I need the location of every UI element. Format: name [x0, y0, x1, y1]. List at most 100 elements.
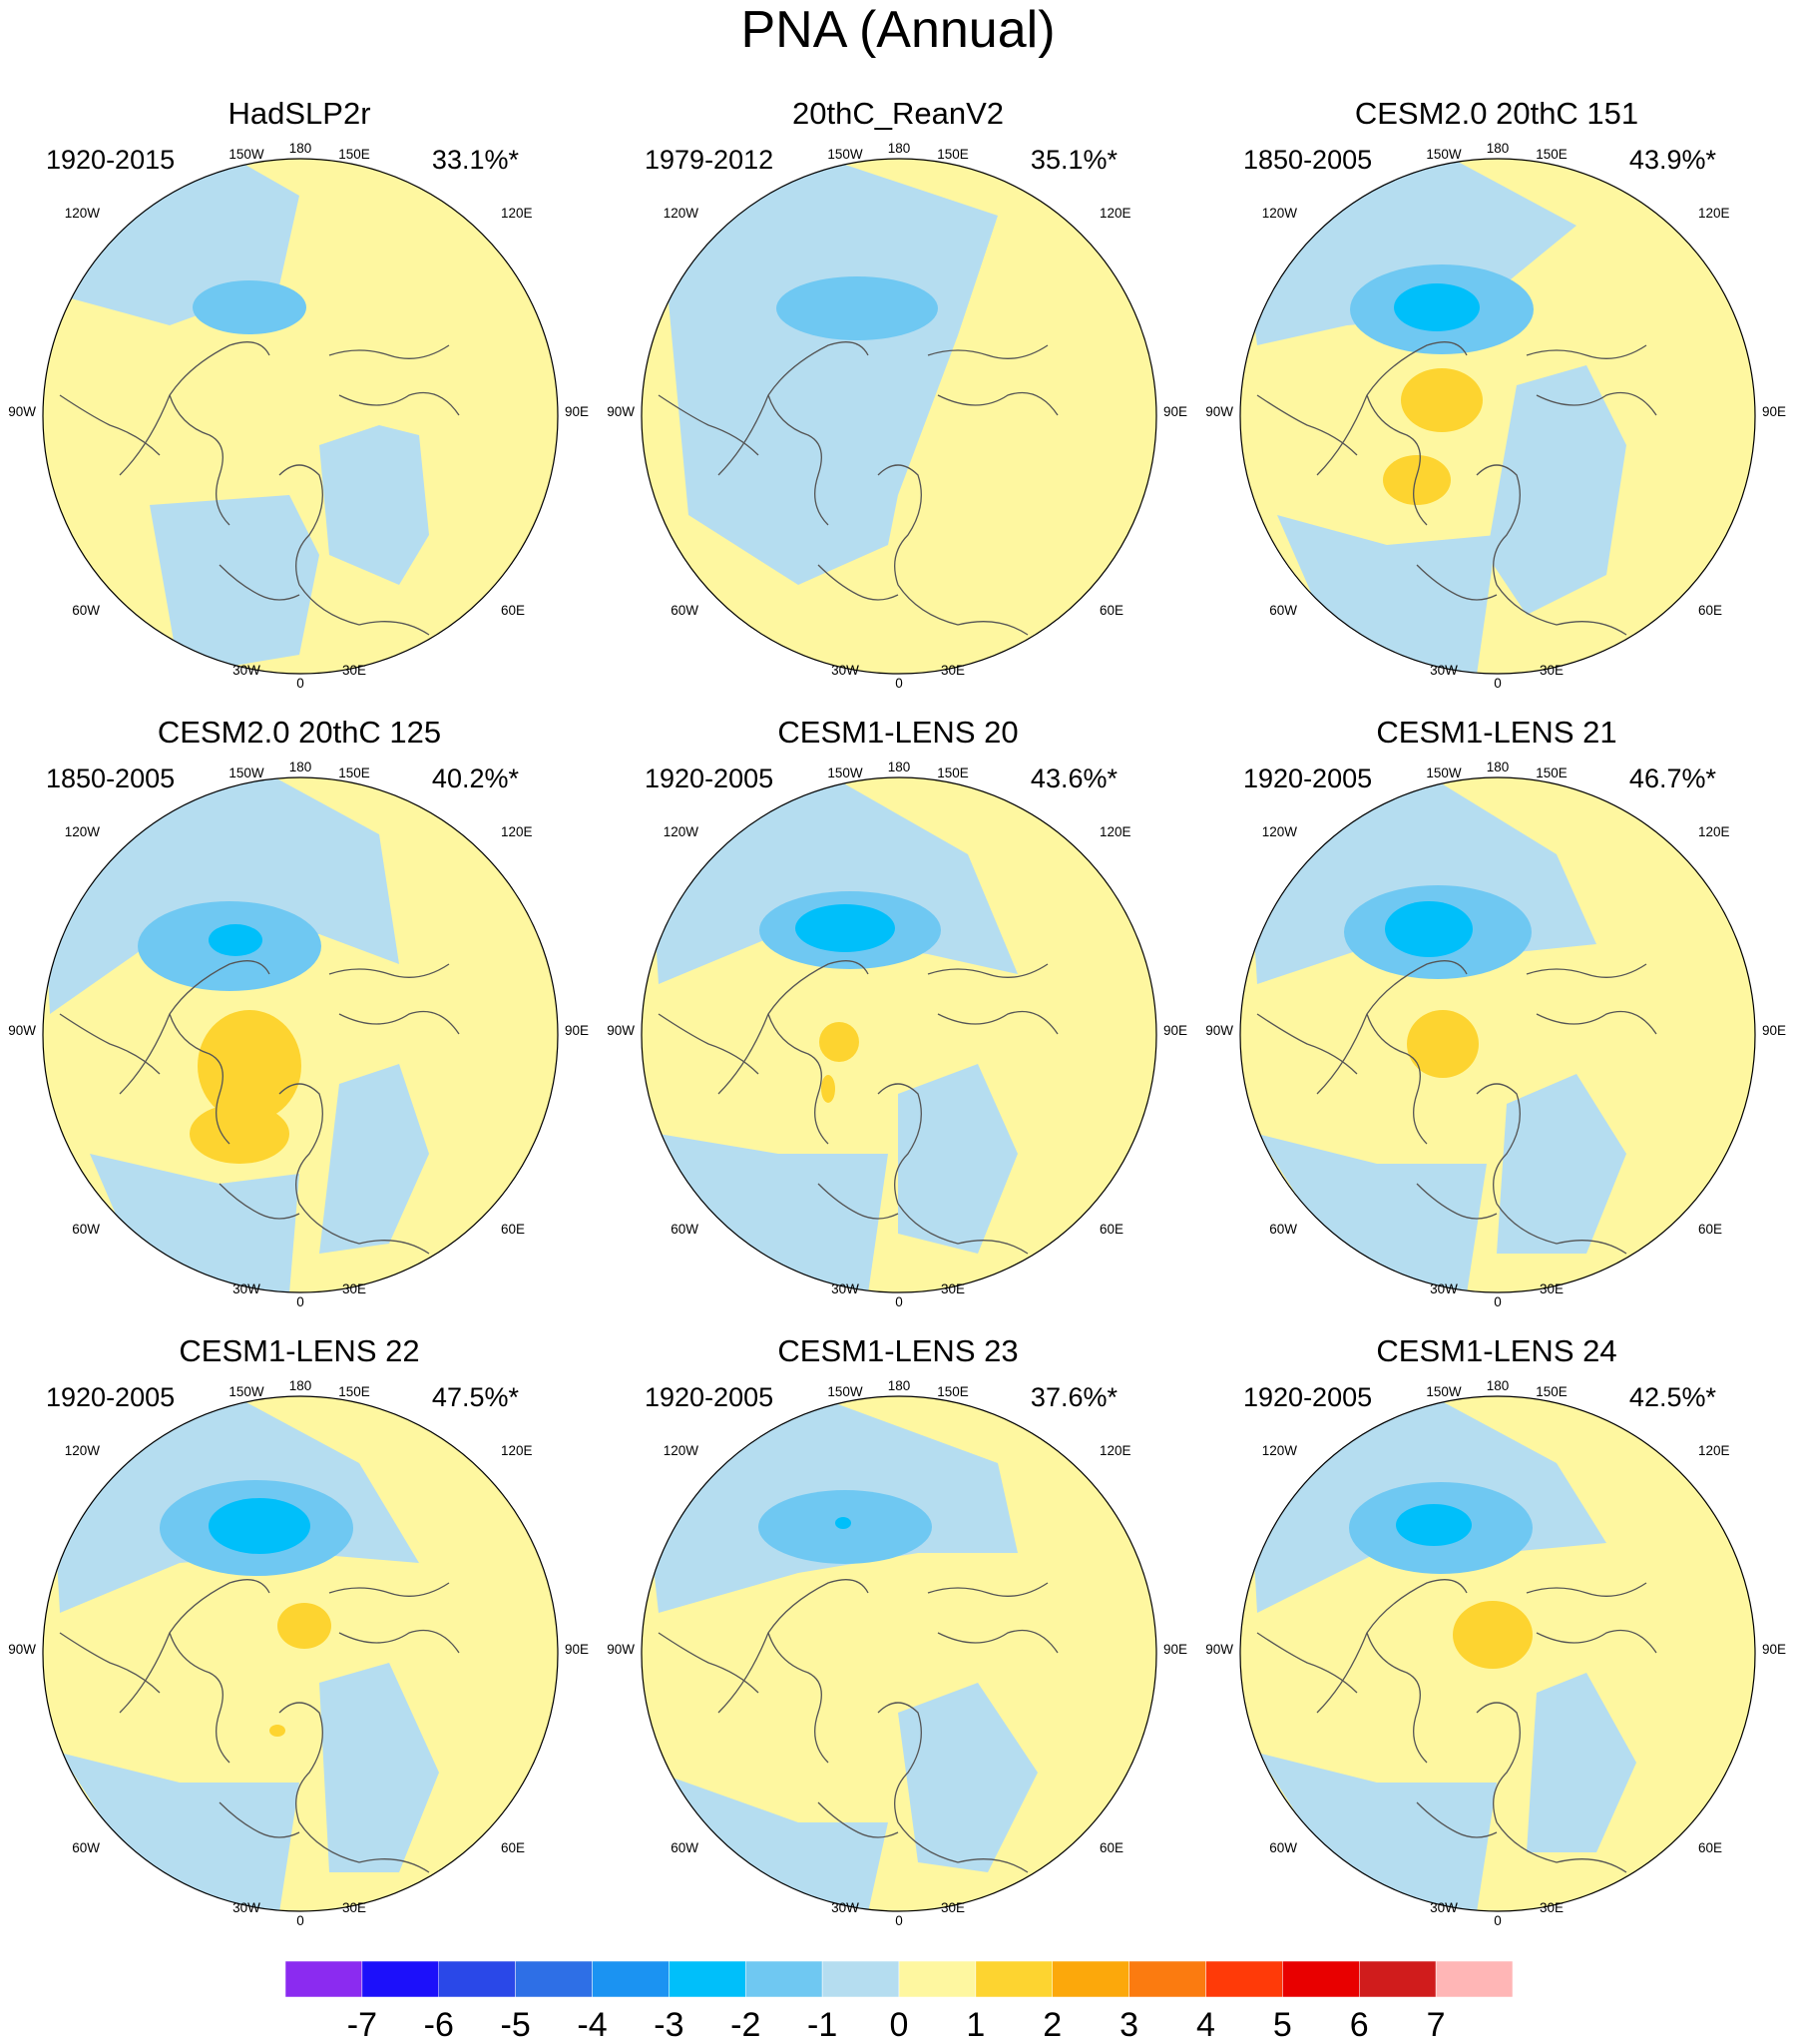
longitude-label: 0 — [895, 1294, 903, 1309]
longitude-label: 60W — [72, 1840, 100, 1855]
longitude-label: 60W — [671, 603, 698, 618]
longitude-label: 120E — [1698, 824, 1730, 839]
colorbar-tick-label: 1 — [966, 2006, 986, 2044]
longitude-label: 30W — [232, 1900, 260, 1915]
anomaly-negative-1-east — [319, 1064, 429, 1254]
anomaly-negative-3 — [1396, 1504, 1472, 1546]
map-frame — [42, 1395, 559, 1912]
longitude-label: 150W — [827, 1384, 863, 1399]
figure-title: PNA (Annual) — [740, 1, 1056, 59]
anomaly-positive-2 — [277, 1603, 331, 1649]
colorbar-segment — [1205, 1961, 1283, 1998]
map-panel-lens-20: CESM1-LENS 20 1920-2005 43.6%* 180 150E 12… — [599, 715, 1197, 1333]
longitude-label: 90W — [607, 1642, 635, 1657]
anomaly-negative-1-east — [319, 1663, 439, 1872]
longitude-label: 180 — [289, 1378, 312, 1393]
panel-period: 1920-2005 — [1243, 764, 1373, 793]
colorbar-segment — [1359, 1961, 1437, 1998]
colorbar-segment — [669, 1961, 746, 1998]
longitude-label: 150W — [228, 766, 264, 780]
anomaly-negative-3 — [1385, 901, 1473, 957]
longitude-label: 150W — [1426, 1384, 1462, 1399]
longitude-label: 60W — [671, 1222, 698, 1237]
panel-explained-variance: 43.9%* — [1628, 145, 1716, 175]
longitude-label: 180 — [888, 760, 911, 774]
polar-map: 180 150E 120E 90E 60E 30E 0 30W 60W 90W 120W 150W — [8, 1378, 589, 1928]
longitude-label: 0 — [296, 1294, 304, 1309]
longitude-label: 180 — [289, 760, 312, 774]
map-frame — [42, 158, 559, 675]
anomaly-negative-1-south — [659, 1773, 888, 1911]
panel-title: CESM1-LENS 24 — [1376, 1333, 1617, 1368]
map-frame — [641, 776, 1157, 1293]
longitude-label: 90E — [565, 1642, 589, 1657]
longitude-label: 120E — [501, 206, 533, 221]
longitude-label: 90E — [565, 404, 589, 419]
longitude-label: 30E — [941, 663, 965, 678]
map-frame — [641, 1395, 1157, 1912]
panel-title: HadSLP2r — [227, 96, 371, 131]
colorbar-segment — [975, 1961, 1053, 1998]
anomaly-negative-3 — [795, 904, 895, 952]
map-panel-20thc-reanv2: 20thC_ReanV2 1979-2012 35.1%* 180 150E 120… — [599, 96, 1197, 715]
panel-explained-variance: 33.1%* — [431, 145, 519, 175]
panel-explained-variance: 40.2%* — [431, 764, 519, 793]
colorbar-tick-label: -7 — [346, 2006, 377, 2044]
colorbar-segment — [1052, 1961, 1129, 1998]
anomaly-positive-2 — [821, 1075, 835, 1103]
longitude-label: 30W — [232, 1281, 260, 1296]
colorbar-segment — [1282, 1961, 1360, 1998]
longitude-label: 90E — [1163, 404, 1187, 419]
longitude-label: 60E — [1100, 603, 1123, 618]
longitude-label: 0 — [1494, 676, 1502, 691]
colorbar-tick-label: -1 — [807, 2006, 838, 2044]
longitude-label: 30E — [342, 1281, 366, 1296]
longitude-label: 120W — [664, 206, 699, 221]
anomaly-negative-1-south — [60, 1753, 299, 1911]
longitude-label: 120W — [664, 1443, 699, 1458]
longitude-label: 150E — [1536, 766, 1568, 780]
longitude-label: 90E — [565, 1023, 589, 1038]
anomaly-negative-2 — [776, 276, 938, 340]
colorbar-tick-label: 7 — [1426, 2006, 1446, 2044]
panel-explained-variance: 35.1%* — [1030, 145, 1118, 175]
panel-period: 1920-2015 — [46, 145, 176, 175]
panel-title: 20thC_ReanV2 — [792, 96, 1004, 131]
longitude-label: 120E — [501, 1443, 533, 1458]
longitude-label: 120W — [664, 824, 699, 839]
longitude-label: 60W — [72, 603, 100, 618]
polar-map: 180 150E 120E 90E 60E 30E 0 30W 60W 90W 120W 150W — [607, 141, 1187, 691]
longitude-label: 150E — [937, 1384, 969, 1399]
panel-title: CESM1-LENS 23 — [777, 1333, 1019, 1368]
polar-map: 180 150E 120E 90E 60E 30E 0 30W 60W 90W 120W 150W — [1205, 141, 1786, 691]
longitude-label: 150W — [827, 147, 863, 162]
longitude-label: 30E — [342, 1900, 366, 1915]
longitude-label: 150E — [937, 766, 969, 780]
anomaly-negative-1-south — [1257, 1134, 1487, 1292]
panel-title: CESM2.0 20thC 151 — [1354, 96, 1639, 131]
colorbar — [285, 1961, 1513, 1998]
anomaly-negative-1-east — [1487, 365, 1626, 615]
longitude-label: 0 — [1494, 1913, 1502, 1928]
longitude-label: 30W — [1430, 1281, 1458, 1296]
anomaly-negative-1-east — [898, 1064, 1018, 1254]
colorbar-segment — [821, 1961, 900, 1998]
longitude-label: 30E — [342, 663, 366, 678]
longitude-label: 30W — [1430, 1900, 1458, 1915]
longitude-label: 90W — [8, 404, 36, 419]
longitude-label: 60E — [501, 1222, 525, 1237]
longitude-label: 30W — [831, 1281, 859, 1296]
longitude-label: 30W — [232, 663, 260, 678]
anomaly-negative-3 — [835, 1517, 851, 1529]
longitude-label: 30W — [1430, 663, 1458, 678]
colorbar-tick-label: -5 — [500, 2006, 531, 2044]
colorbar-tick-label: -6 — [423, 2006, 454, 2044]
colorbar-segment — [1128, 1961, 1206, 1998]
longitude-label: 90W — [1205, 404, 1233, 419]
colorbar-tick-label: 5 — [1272, 2006, 1292, 2044]
longitude-label: 30E — [1540, 1900, 1564, 1915]
anomaly-negative-2 — [193, 280, 306, 334]
colorbar-segment — [285, 1961, 363, 1998]
longitude-label: 60W — [1269, 1840, 1297, 1855]
anomaly-negative-1-north — [659, 159, 998, 585]
